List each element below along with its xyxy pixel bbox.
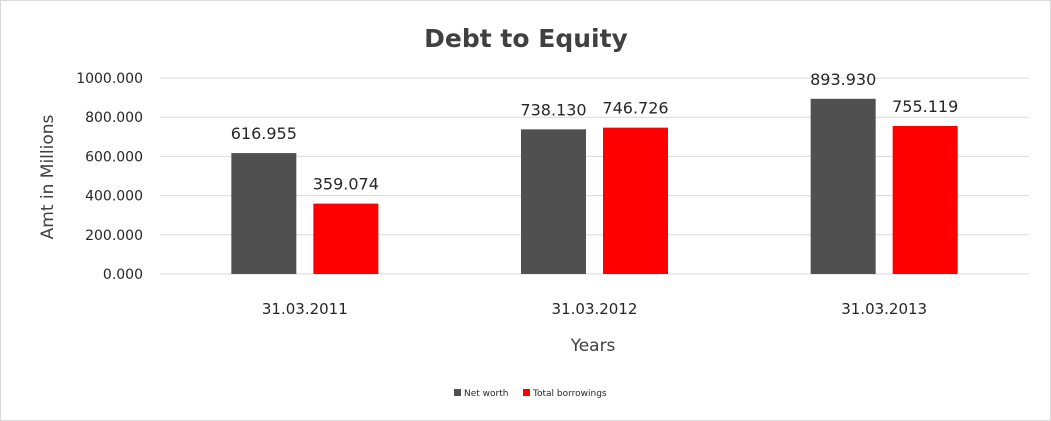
y-tick-label: 200.000 <box>85 228 143 244</box>
gridlines <box>160 77 1029 275</box>
legend-swatch <box>454 389 461 396</box>
x-axis-title: Years <box>570 336 616 356</box>
data-label: 746.726 <box>602 99 668 118</box>
bar-total-borrowings <box>892 125 958 274</box>
bar-net-worth <box>810 98 876 274</box>
x-tick-label: 31.03.2011 <box>262 300 348 318</box>
chart-title: Debt to Equity <box>424 24 628 53</box>
y-tick-label: 600.000 <box>85 149 143 165</box>
y-axis-title: Amt in Millions <box>38 114 58 239</box>
x-axis-ticks: 31.03.2011 31.03.2012 31.03.2013 <box>262 300 927 318</box>
data-label: 738.130 <box>520 100 586 119</box>
bar-net-worth <box>521 129 586 274</box>
bar-total-borrowings <box>603 127 668 275</box>
data-label: 755.119 <box>892 97 958 116</box>
y-tick-label: 0.000 <box>103 267 143 283</box>
data-labels: 616.955 359.074 738.130 746.726 893.930 755.1… <box>231 70 959 194</box>
x-tick-label: 31.03.2013 <box>841 300 927 318</box>
data-label: 616.955 <box>231 124 297 143</box>
legend-swatch <box>523 389 530 396</box>
bar-net-worth <box>231 153 297 274</box>
legend-label: Net worth <box>464 389 508 399</box>
data-label: 893.930 <box>810 70 876 89</box>
legend: Net worth Total borrowings <box>454 389 607 399</box>
data-label: 359.074 <box>313 175 379 194</box>
bar-total-borrowings <box>313 203 379 274</box>
y-tick-label: 400.000 <box>85 189 143 205</box>
y-tick-label: 1000.000 <box>76 71 143 87</box>
y-axis-ticks: 0.000 200.000 400.000 600.000 800.000 1000.00… <box>76 71 143 283</box>
bars <box>231 98 958 275</box>
x-tick-label: 31.03.2012 <box>552 300 638 318</box>
legend-label: Total borrowings <box>532 389 607 399</box>
y-tick-label: 800.000 <box>85 110 143 126</box>
